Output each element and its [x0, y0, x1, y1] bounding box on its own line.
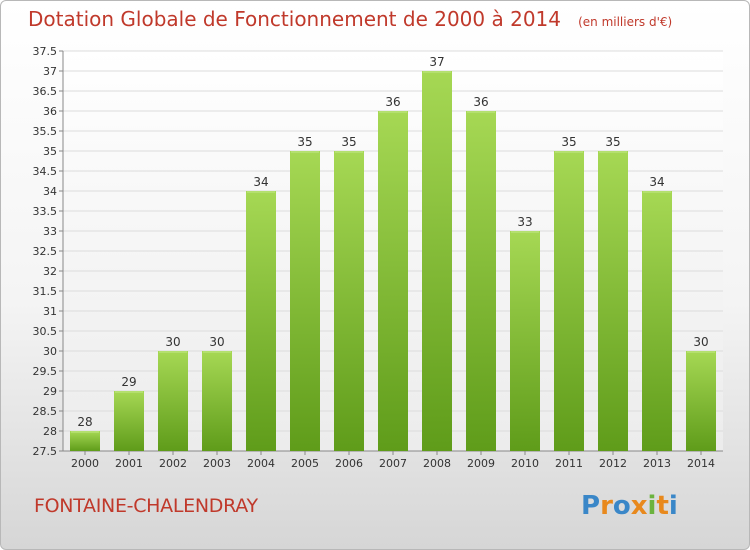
bar-2011: [554, 151, 584, 451]
x-tick-label-2007: 2007: [379, 457, 407, 470]
bar-2005: [290, 151, 320, 451]
y-tick-label: 30.5: [33, 325, 58, 338]
y-tick-label: 32: [43, 265, 57, 278]
bar-2006: [334, 151, 364, 451]
y-tick-label: 31.5: [33, 285, 58, 298]
y-tick-label: 29: [43, 385, 57, 398]
y-tick-label: 27.5: [33, 445, 58, 458]
data-label-2009: 36: [473, 95, 488, 109]
x-tick-label-2006: 2006: [335, 457, 363, 470]
data-label-2008: 37: [429, 55, 444, 69]
bar-2003: [202, 351, 232, 451]
data-label-2011: 35: [561, 135, 576, 149]
y-tick-label: 31: [43, 305, 57, 318]
y-tick-label: 28: [43, 425, 57, 438]
data-label-2001: 29: [121, 375, 136, 389]
bar-2010: [510, 231, 540, 451]
data-label-2005: 35: [297, 135, 312, 149]
y-tick-label: 37.5: [33, 45, 58, 58]
data-label-2006: 35: [341, 135, 356, 149]
bar-2007: [378, 111, 408, 451]
y-tick-label: 35.5: [33, 125, 58, 138]
x-tick-label-2003: 2003: [203, 457, 231, 470]
data-label-2000: 28: [77, 415, 92, 429]
y-tick-label: 33.5: [33, 205, 58, 218]
proxiti-logo: Proxiti: [581, 491, 678, 521]
y-tick-label: 36.5: [33, 85, 58, 98]
y-tick-label: 29.5: [33, 365, 58, 378]
chart-title: Dotation Globale de Fonctionnement de 20…: [28, 7, 561, 31]
data-label-2012: 35: [605, 135, 620, 149]
logo-letter: o: [612, 491, 631, 521]
y-tick-label: 37: [43, 65, 57, 78]
x-tick-label-2004: 2004: [247, 457, 275, 470]
y-tick-label: 34: [43, 185, 57, 198]
x-tick-label-2009: 2009: [467, 457, 495, 470]
x-tick-label-2001: 2001: [115, 457, 143, 470]
bar-2014: [686, 351, 716, 451]
bar-2000: [70, 431, 100, 451]
y-tick-label: 32.5: [33, 245, 58, 258]
data-label-2007: 36: [385, 95, 400, 109]
bar-layer: [70, 71, 716, 451]
bar-2002: [158, 351, 188, 451]
y-tick-label: 33: [43, 225, 57, 238]
y-tick-label: 34.5: [33, 165, 58, 178]
bar-2004: [246, 191, 276, 451]
y-tick-label: 36: [43, 105, 57, 118]
logo-letter: i: [668, 491, 678, 521]
logo-letter: i: [647, 491, 657, 521]
bar-2012: [598, 151, 628, 451]
data-label-2010: 33: [517, 215, 532, 229]
logo-letter: x: [630, 491, 648, 521]
x-tick-label-2000: 2000: [71, 457, 99, 470]
data-label-2014: 30: [693, 335, 708, 349]
logo-letter: t: [656, 491, 669, 521]
bar-2009: [466, 111, 496, 451]
x-tick-label-2011: 2011: [555, 457, 583, 470]
y-tick-label: 30: [43, 345, 57, 358]
x-tick-label-2008: 2008: [423, 457, 451, 470]
city-name: FONTAINE-CHALENDRAY: [34, 495, 258, 517]
x-tick-label-2002: 2002: [159, 457, 187, 470]
x-tick-label-2010: 2010: [511, 457, 539, 470]
x-tick-label-2005: 2005: [291, 457, 319, 470]
logo-letter: r: [600, 491, 613, 521]
bar-2008: [422, 71, 452, 451]
bar-2001: [114, 391, 144, 451]
axis-layer: 27.5 28 28.5 29 29.5 30 30.5 31 31.5 32 32.5 33 33.5…: [33, 45, 723, 470]
x-tick-label-2013: 2013: [643, 457, 671, 470]
x-tick-label-2012: 2012: [599, 457, 627, 470]
label-layer: 28 29 30 30 34 35 35 36 37 36 33 35 35 34 30: [77, 55, 708, 429]
data-label-2002: 30: [165, 335, 180, 349]
data-label-2004: 34: [253, 175, 268, 189]
data-label-2003: 30: [209, 335, 224, 349]
y-tick-label: 28.5: [33, 405, 58, 418]
data-label-2013: 34: [649, 175, 664, 189]
title-row: Dotation Globale de Fonctionnement de 20…: [28, 7, 672, 31]
y-tick-label: 35: [43, 145, 57, 158]
logo-letter: P: [581, 491, 601, 521]
x-tick-label-2014: 2014: [687, 457, 715, 470]
bar-2013: [642, 191, 672, 451]
chart-subtitle: (en milliers d'€): [578, 15, 673, 29]
